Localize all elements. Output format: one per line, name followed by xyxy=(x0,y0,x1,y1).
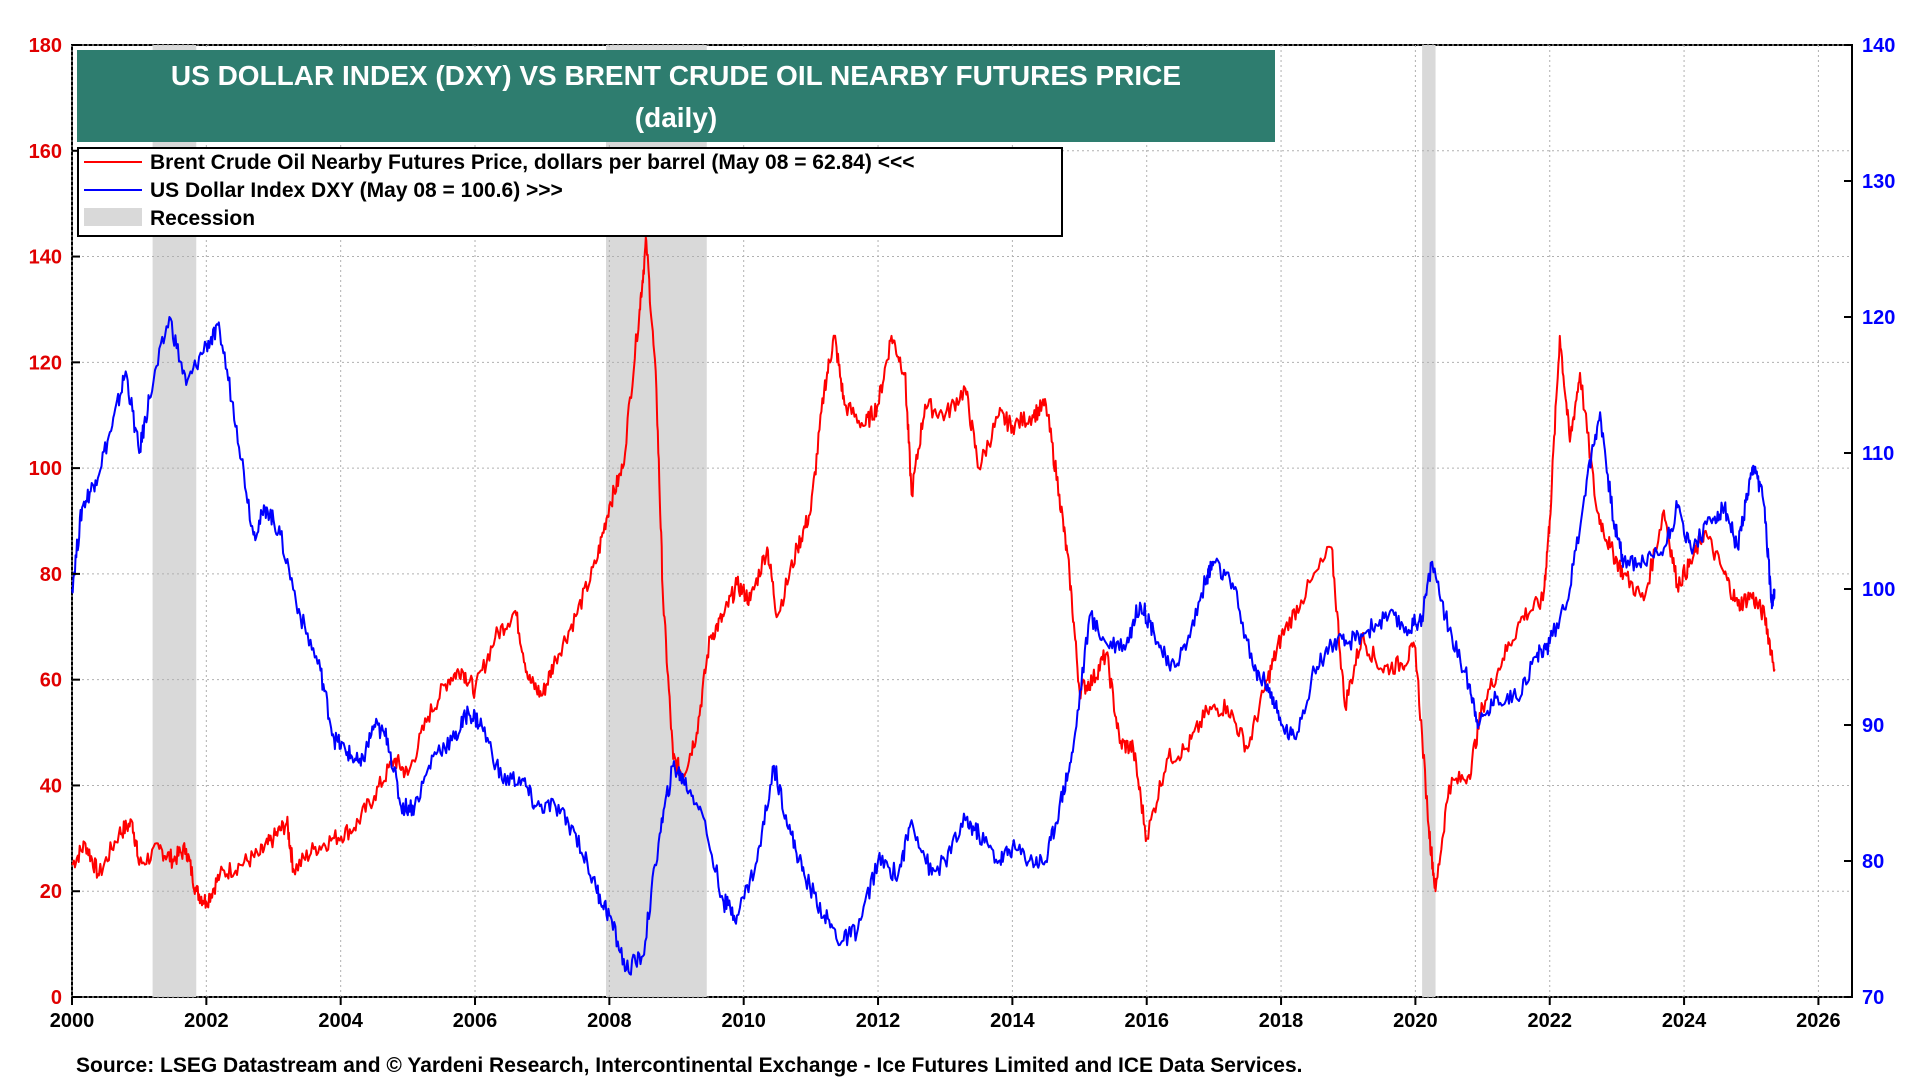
y-left-tick-label-160: 160 xyxy=(29,141,62,163)
chart-title: US DOLLAR INDEX (DXY) VS BRENT CRUDE OIL… xyxy=(171,60,1181,91)
x-tick-label-2000: 2000 xyxy=(50,1010,95,1032)
x-tick-label-2026: 2026 xyxy=(1796,1010,1841,1032)
y-left-tick-label-140: 140 xyxy=(29,247,62,269)
x-tick-label-2022: 2022 xyxy=(1527,1010,1572,1032)
y-left-tick-label-0: 0 xyxy=(51,987,62,1009)
x-tick-label-2014: 2014 xyxy=(990,1010,1035,1032)
y-right-tick-label-140: 140 xyxy=(1862,35,1895,57)
x-tick-label-2020: 2020 xyxy=(1393,1010,1438,1032)
x-tick-label-2012: 2012 xyxy=(856,1010,901,1032)
legend-label-oil: Brent Crude Oil Nearby Futures Price, do… xyxy=(150,151,914,174)
y-left-tick-label-80: 80 xyxy=(40,564,62,586)
series-layer xyxy=(71,236,1776,976)
source-note: Source: LSEG Datastream and © Yardeni Re… xyxy=(76,1054,1302,1077)
y-left-tick-label-20: 20 xyxy=(40,881,62,903)
x-tick-label-2024: 2024 xyxy=(1662,1010,1707,1032)
legend-label-dxy: US Dollar Index DXY (May 08 = 100.6) >>> xyxy=(150,179,563,202)
y-right-tick-label-90: 90 xyxy=(1862,715,1884,737)
x-tick-label-2002: 2002 xyxy=(184,1010,229,1032)
legend-label-recession: Recession xyxy=(150,207,255,230)
legend-swatch-recession xyxy=(84,208,142,226)
y-right-axis: 70 80 90 100 110 120 130 140 xyxy=(1844,35,1895,1009)
y-left-tick-label-120: 120 xyxy=(29,352,62,374)
legend-box xyxy=(77,147,1063,237)
y-right-tick-label-130: 130 xyxy=(1862,171,1895,193)
y-left-tick-label-100: 100 xyxy=(29,458,62,480)
title-box xyxy=(77,50,1275,142)
x-tick-label-2008: 2008 xyxy=(587,1010,632,1032)
y-left-axis: 0 20 40 60 80 100 120 140 160 180 xyxy=(29,35,80,1009)
chart-subtitle: (daily) xyxy=(635,102,717,133)
y-right-tick-label-120: 120 xyxy=(1862,307,1895,329)
x-axis: 2000 2002 2004 2006 2008 2010 2012 2014 2016 2018… xyxy=(50,997,1841,1032)
y-left-tick-label-40: 40 xyxy=(40,775,62,797)
y-right-tick-label-80: 80 xyxy=(1862,851,1884,873)
y-left-tick-label-60: 60 xyxy=(40,670,62,692)
y-right-tick-label-100: 100 xyxy=(1862,579,1895,601)
series-line-brent-oil xyxy=(71,236,1776,909)
x-tick-label-2016: 2016 xyxy=(1124,1010,1169,1032)
y-right-tick-label-110: 110 xyxy=(1862,443,1894,465)
series-line-dxy xyxy=(71,316,1776,976)
x-tick-label-2018: 2018 xyxy=(1259,1010,1304,1032)
x-tick-label-2004: 2004 xyxy=(318,1010,363,1032)
recession-band-2 xyxy=(1422,45,1436,997)
y-left-tick-label-180: 180 xyxy=(29,35,62,57)
x-tick-label-2006: 2006 xyxy=(453,1010,498,1032)
x-tick-label-2010: 2010 xyxy=(721,1010,766,1032)
y-right-tick-label-70: 70 xyxy=(1862,987,1884,1009)
